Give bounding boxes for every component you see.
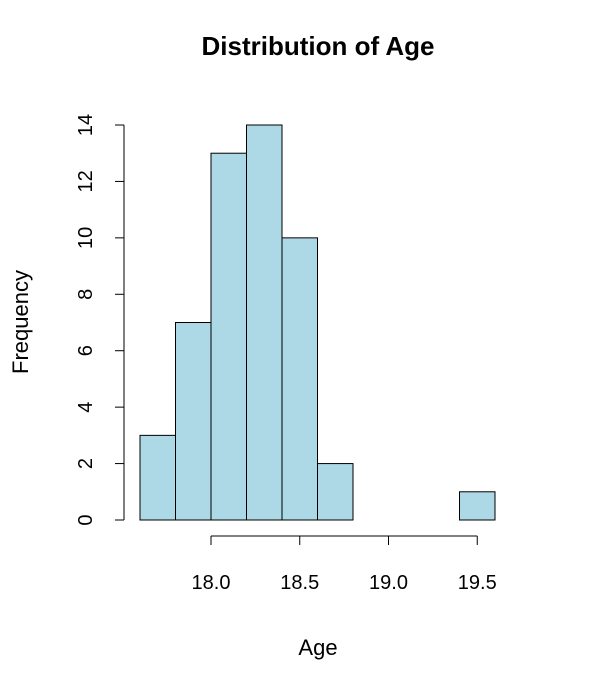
y-tick-label: 0 [75, 514, 97, 525]
chart-title: Distribution of Age [201, 31, 434, 61]
x-tick-label: 18.0 [192, 572, 231, 594]
bars-group [139, 124, 496, 521]
y-tick-label: 4 [75, 402, 97, 413]
y-tick-label: 12 [75, 170, 97, 192]
histogram-bar [139, 434, 176, 521]
y-tick-label: 8 [75, 289, 97, 300]
x-tick-label: 19.0 [369, 572, 408, 594]
y-axis: 0 2 4 6 8 10 12 14 [75, 114, 125, 526]
histogram-bar [317, 463, 354, 521]
y-tick-label: 6 [75, 345, 97, 356]
y-tick-label: 10 [75, 227, 97, 249]
histogram-bar [246, 124, 283, 521]
x-tick-label: 19.5 [458, 572, 497, 594]
y-axis-label: Frequency [8, 270, 33, 374]
x-axis-label: Age [298, 635, 337, 660]
x-axis: 18.0 18.5 19.0 19.5 [192, 535, 497, 594]
histogram-bar [175, 322, 212, 521]
y-tick-label: 2 [75, 458, 97, 469]
x-tick-label: 18.5 [280, 572, 319, 594]
histogram-bar [281, 237, 318, 521]
histogram-bar [459, 491, 496, 521]
histogram-bar [210, 152, 247, 521]
y-tick-label: 14 [75, 114, 97, 136]
